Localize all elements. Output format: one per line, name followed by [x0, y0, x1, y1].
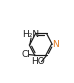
Text: Cl: Cl	[22, 50, 31, 59]
Text: HO: HO	[31, 57, 45, 66]
Text: N: N	[52, 40, 59, 49]
Text: H₂N: H₂N	[22, 30, 39, 39]
